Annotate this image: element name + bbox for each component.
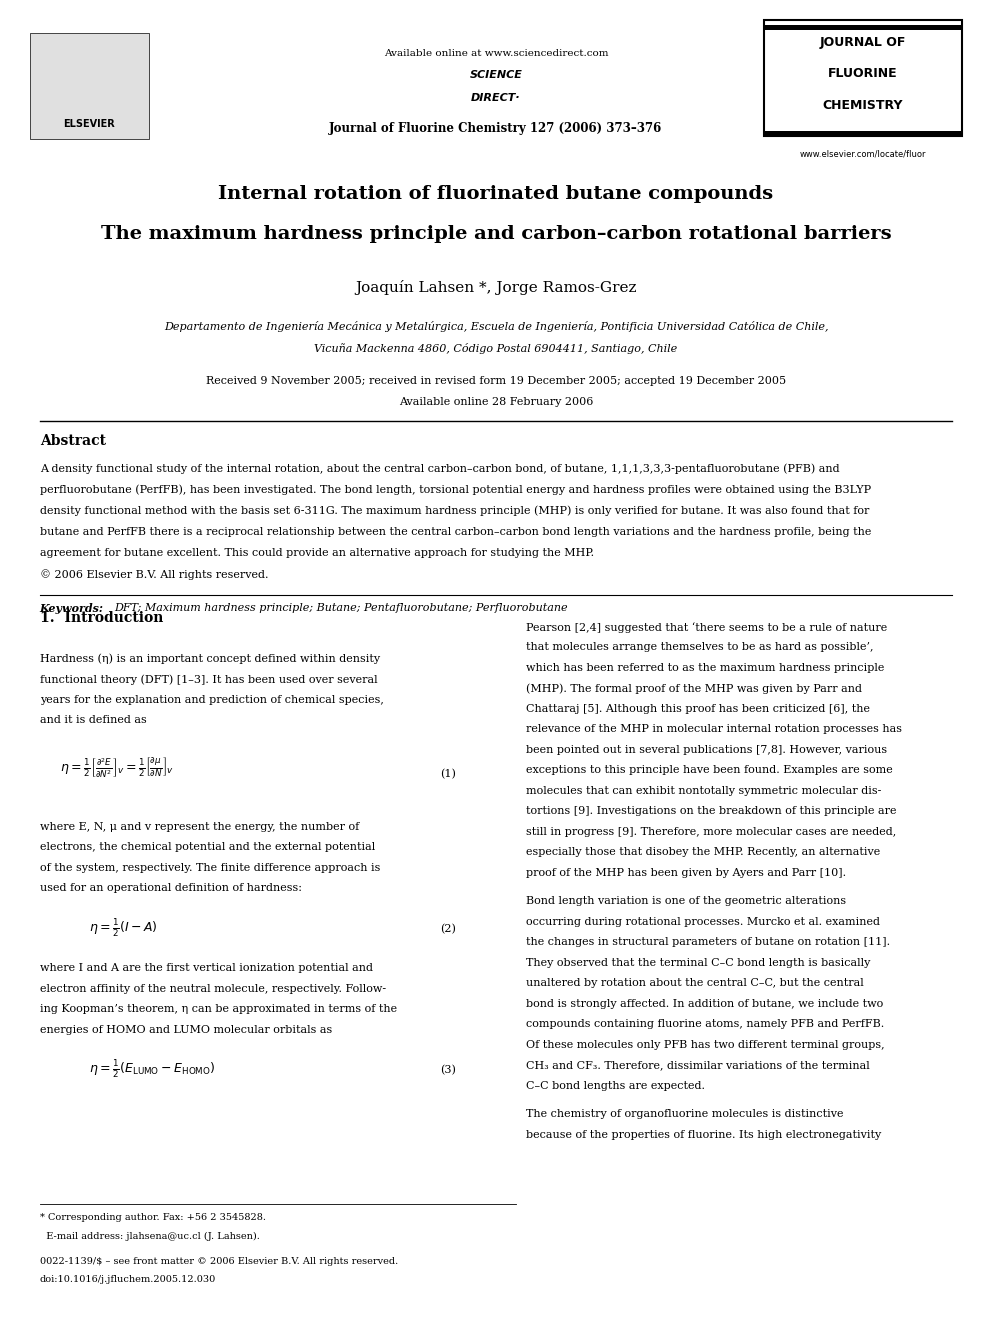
Text: (2): (2) bbox=[440, 923, 456, 934]
Text: They observed that the terminal C–C bond length is basically: They observed that the terminal C–C bond… bbox=[526, 958, 870, 968]
Text: Hardness (η) is an important concept defined within density: Hardness (η) is an important concept def… bbox=[40, 654, 380, 664]
Text: molecules that can exhibit nontotally symmetric molecular dis-: molecules that can exhibit nontotally sy… bbox=[526, 786, 881, 796]
Text: 1.  Introduction: 1. Introduction bbox=[40, 611, 163, 626]
Text: Available online 28 February 2006: Available online 28 February 2006 bbox=[399, 397, 593, 407]
Text: SCIENCE: SCIENCE bbox=[469, 70, 523, 81]
Text: Keywords:: Keywords: bbox=[40, 603, 104, 614]
Text: electrons, the chemical potential and the external potential: electrons, the chemical potential and th… bbox=[40, 841, 375, 852]
Text: Joaquín Lahsen *, Jorge Ramos-Grez: Joaquín Lahsen *, Jorge Ramos-Grez bbox=[355, 280, 637, 295]
Text: relevance of the MHP in molecular internal rotation processes has: relevance of the MHP in molecular intern… bbox=[526, 725, 902, 734]
Text: and it is defined as: and it is defined as bbox=[40, 714, 147, 725]
Text: functional theory (DFT) [1–3]. It has been used over several: functional theory (DFT) [1–3]. It has be… bbox=[40, 673, 377, 684]
Text: been pointed out in several publications [7,8]. However, various: been pointed out in several publications… bbox=[526, 745, 887, 755]
Text: A density functional study of the internal rotation, about the central carbon–ca: A density functional study of the intern… bbox=[40, 463, 839, 474]
Bar bbox=[30, 33, 149, 139]
Text: Received 9 November 2005; received in revised form 19 December 2005; accepted 19: Received 9 November 2005; received in re… bbox=[206, 376, 786, 386]
Text: FLUORINE: FLUORINE bbox=[828, 67, 898, 81]
Text: DIRECT·: DIRECT· bbox=[471, 93, 521, 103]
Text: (MHP). The formal proof of the MHP was given by Parr and: (MHP). The formal proof of the MHP was g… bbox=[526, 683, 862, 693]
Text: especially those that disobey the MHP. Recently, an alternative: especially those that disobey the MHP. R… bbox=[526, 847, 880, 857]
Text: where E, N, μ and v represent the energy, the number of: where E, N, μ and v represent the energy… bbox=[40, 822, 359, 832]
Text: CHEMISTRY: CHEMISTRY bbox=[822, 99, 904, 112]
Text: where I and A are the first vertical ionization potential and: where I and A are the first vertical ion… bbox=[40, 963, 373, 974]
Text: Journal of Fluorine Chemistry 127 (2006) 373–376: Journal of Fluorine Chemistry 127 (2006)… bbox=[329, 122, 663, 135]
Text: proof of the MHP has been given by Ayers and Parr [10].: proof of the MHP has been given by Ayers… bbox=[526, 868, 846, 878]
Text: doi:10.1016/j.jfluchem.2005.12.030: doi:10.1016/j.jfluchem.2005.12.030 bbox=[40, 1275, 216, 1285]
Text: The maximum hardness principle and carbon–carbon rotational barriers: The maximum hardness principle and carbo… bbox=[100, 225, 892, 243]
Text: Internal rotation of fluorinated butane compounds: Internal rotation of fluorinated butane … bbox=[218, 185, 774, 204]
Bar bbox=[764, 20, 962, 136]
Text: Bond length variation is one of the geometric alterations: Bond length variation is one of the geom… bbox=[526, 897, 846, 906]
Text: agreement for butane excellent. This could provide an alternative approach for s: agreement for butane excellent. This cou… bbox=[40, 548, 594, 558]
Text: still in progress [9]. Therefore, more molecular cases are needed,: still in progress [9]. Therefore, more m… bbox=[526, 827, 896, 837]
Text: C–C bond lengths are expected.: C–C bond lengths are expected. bbox=[526, 1081, 704, 1091]
Text: * Corresponding author. Fax: +56 2 3545828.: * Corresponding author. Fax: +56 2 35458… bbox=[40, 1213, 266, 1222]
Text: occurring during rotational processes. Murcko et al. examined: occurring during rotational processes. M… bbox=[526, 917, 880, 927]
Text: Abstract: Abstract bbox=[40, 434, 106, 448]
Text: $\eta = \frac{1}{2}\left[\frac{\partial^2 E}{\partial N^2}\right]_v = \frac{1}{2: $\eta = \frac{1}{2}\left[\frac{\partial^… bbox=[60, 755, 174, 781]
Text: that molecules arrange themselves to be as hard as possible’,: that molecules arrange themselves to be … bbox=[526, 642, 873, 652]
Text: which has been referred to as the maximum hardness principle: which has been referred to as the maximu… bbox=[526, 663, 884, 673]
Text: JOURNAL OF: JOURNAL OF bbox=[819, 36, 907, 49]
Text: electron affinity of the neutral molecule, respectively. Follow-: electron affinity of the neutral molecul… bbox=[40, 984, 386, 994]
Text: The chemistry of organofluorine molecules is distinctive: The chemistry of organofluorine molecule… bbox=[526, 1109, 843, 1119]
Text: butane and PerfFB there is a reciprocal relationship between the central carbon–: butane and PerfFB there is a reciprocal … bbox=[40, 527, 871, 537]
Text: © 2006 Elsevier B.V. All rights reserved.: © 2006 Elsevier B.V. All rights reserved… bbox=[40, 569, 268, 579]
Text: compounds containing fluorine atoms, namely PFB and PerfFB.: compounds containing fluorine atoms, nam… bbox=[526, 1019, 884, 1029]
Text: DFT; Maximum hardness principle; Butane; Pentafluorobutane; Perfluorobutane: DFT; Maximum hardness principle; Butane;… bbox=[114, 603, 567, 614]
Text: because of the properties of fluorine. Its high electronegativity: because of the properties of fluorine. I… bbox=[526, 1130, 881, 1140]
Text: Vicuña Mackenna 4860, Código Postal 6904411, Santiago, Chile: Vicuña Mackenna 4860, Código Postal 6904… bbox=[314, 343, 678, 353]
Text: of the system, respectively. The finite difference approach is: of the system, respectively. The finite … bbox=[40, 863, 380, 873]
Text: Departamento de Ingeniería Mecánica y Metalúrgica, Escuela de Ingeniería, Pontif: Departamento de Ingeniería Mecánica y Me… bbox=[164, 321, 828, 332]
Text: 0022-1139/$ – see front matter © 2006 Elsevier B.V. All rights reserved.: 0022-1139/$ – see front matter © 2006 El… bbox=[40, 1257, 398, 1266]
Text: (1): (1) bbox=[440, 769, 456, 779]
Bar bbox=[764, 131, 962, 136]
Text: density functional method with the basis set 6-311G. The maximum hardness princi: density functional method with the basis… bbox=[40, 505, 869, 516]
Text: $\eta = \frac{1}{2}(E_{\mathrm{LUMO}} - E_{\mathrm{HOMO}})$: $\eta = \frac{1}{2}(E_{\mathrm{LUMO}} - … bbox=[89, 1058, 216, 1081]
Bar bbox=[764, 25, 962, 30]
Text: E-mail address: jlahsena@uc.cl (J. Lahsen).: E-mail address: jlahsena@uc.cl (J. Lahse… bbox=[40, 1232, 260, 1241]
Text: Chattaraj [5]. Although this proof has been criticized [6], the: Chattaraj [5]. Although this proof has b… bbox=[526, 704, 870, 714]
Text: ELSEVIER: ELSEVIER bbox=[63, 119, 115, 130]
Text: tortions [9]. Investigations on the breakdown of this principle are: tortions [9]. Investigations on the brea… bbox=[526, 806, 896, 816]
Text: used for an operational definition of hardness:: used for an operational definition of ha… bbox=[40, 884, 302, 893]
Text: years for the explanation and prediction of chemical species,: years for the explanation and prediction… bbox=[40, 695, 384, 705]
Text: energies of HOMO and LUMO molecular orbitals as: energies of HOMO and LUMO molecular orbi… bbox=[40, 1024, 332, 1035]
Text: www.elsevier.com/locate/fluor: www.elsevier.com/locate/fluor bbox=[800, 149, 927, 159]
Text: Pearson [2,4] suggested that ‘there seems to be a rule of nature: Pearson [2,4] suggested that ‘there seem… bbox=[526, 622, 887, 632]
Text: (3): (3) bbox=[440, 1065, 456, 1076]
Text: Available online at www.sciencedirect.com: Available online at www.sciencedirect.co… bbox=[384, 49, 608, 58]
Text: CH₃ and CF₃. Therefore, dissimilar variations of the terminal: CH₃ and CF₃. Therefore, dissimilar varia… bbox=[526, 1061, 870, 1070]
Text: unaltered by rotation about the central C–C, but the central: unaltered by rotation about the central … bbox=[526, 979, 863, 988]
Text: perfluorobutane (PerfFB), has been investigated. The bond length, torsional pote: perfluorobutane (PerfFB), has been inves… bbox=[40, 484, 871, 495]
Text: $\eta = \frac{1}{2}(I - A)$: $\eta = \frac{1}{2}(I - A)$ bbox=[89, 917, 158, 939]
Text: Of these molecules only PFB has two different terminal groups,: Of these molecules only PFB has two diff… bbox=[526, 1040, 885, 1050]
Text: the changes in structural parameters of butane on rotation [11].: the changes in structural parameters of … bbox=[526, 937, 890, 947]
Text: bond is strongly affected. In addition of butane, we include two: bond is strongly affected. In addition o… bbox=[526, 999, 883, 1009]
Text: ing Koopman’s theorem, η can be approximated in terms of the: ing Koopman’s theorem, η can be approxim… bbox=[40, 1004, 397, 1015]
Text: exceptions to this principle have been found. Examples are some: exceptions to this principle have been f… bbox=[526, 765, 893, 775]
